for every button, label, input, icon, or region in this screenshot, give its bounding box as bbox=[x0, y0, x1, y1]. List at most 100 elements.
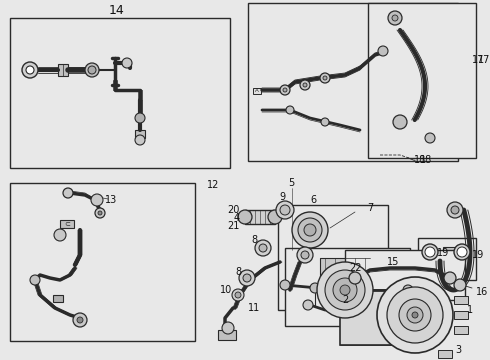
Circle shape bbox=[300, 80, 310, 90]
Bar bbox=[10, 183, 195, 341]
Circle shape bbox=[22, 62, 38, 78]
Circle shape bbox=[317, 262, 373, 318]
Text: 10: 10 bbox=[220, 285, 232, 295]
Circle shape bbox=[310, 283, 320, 293]
Circle shape bbox=[454, 279, 466, 291]
Bar bbox=[418, 238, 476, 280]
Circle shape bbox=[280, 280, 290, 290]
Circle shape bbox=[292, 212, 328, 248]
Bar bbox=[245, 210, 275, 224]
Circle shape bbox=[340, 285, 350, 295]
Circle shape bbox=[30, 275, 40, 285]
Circle shape bbox=[407, 307, 423, 323]
Bar bbox=[454, 326, 468, 334]
Bar bbox=[443, 247, 455, 257]
Circle shape bbox=[135, 113, 145, 123]
Circle shape bbox=[377, 277, 453, 353]
Circle shape bbox=[325, 270, 365, 310]
Circle shape bbox=[457, 247, 467, 257]
Circle shape bbox=[255, 240, 271, 256]
Circle shape bbox=[73, 313, 87, 327]
Circle shape bbox=[54, 229, 66, 241]
Text: 21: 21 bbox=[228, 221, 240, 231]
Circle shape bbox=[447, 202, 463, 218]
Circle shape bbox=[393, 115, 407, 129]
Text: 7: 7 bbox=[367, 203, 373, 213]
Circle shape bbox=[85, 63, 99, 77]
Bar bbox=[340, 290, 420, 345]
Circle shape bbox=[238, 210, 252, 224]
Text: 8: 8 bbox=[251, 235, 257, 245]
Circle shape bbox=[412, 312, 418, 318]
Bar bbox=[248, 3, 458, 161]
Circle shape bbox=[425, 133, 435, 143]
Text: 20: 20 bbox=[228, 205, 240, 215]
Bar bbox=[454, 296, 468, 304]
Text: 1: 1 bbox=[467, 305, 473, 315]
Bar bbox=[10, 18, 230, 168]
Text: 19: 19 bbox=[437, 248, 449, 258]
Text: 9: 9 bbox=[279, 192, 285, 202]
Text: 18: 18 bbox=[420, 155, 432, 165]
Circle shape bbox=[333, 278, 357, 302]
Circle shape bbox=[323, 76, 327, 80]
Text: ⊂: ⊂ bbox=[64, 221, 70, 227]
Circle shape bbox=[422, 244, 438, 260]
Bar bbox=[135, 130, 145, 138]
Circle shape bbox=[95, 208, 105, 218]
Circle shape bbox=[320, 73, 330, 83]
Text: 6: 6 bbox=[310, 195, 316, 205]
Bar bbox=[58, 64, 68, 76]
Circle shape bbox=[444, 272, 456, 284]
Circle shape bbox=[63, 188, 73, 198]
Circle shape bbox=[349, 272, 361, 284]
Text: 19: 19 bbox=[472, 250, 484, 260]
Circle shape bbox=[283, 88, 287, 92]
Circle shape bbox=[403, 285, 413, 295]
Text: 2: 2 bbox=[342, 295, 348, 305]
Text: 11: 11 bbox=[248, 303, 260, 313]
Text: 12: 12 bbox=[207, 180, 220, 190]
Text: 15: 15 bbox=[387, 257, 399, 267]
Text: A: A bbox=[255, 89, 259, 94]
Circle shape bbox=[280, 205, 290, 215]
Circle shape bbox=[392, 15, 398, 21]
Circle shape bbox=[301, 251, 309, 259]
Circle shape bbox=[378, 46, 388, 56]
Circle shape bbox=[259, 244, 267, 252]
Circle shape bbox=[298, 218, 322, 242]
Circle shape bbox=[98, 211, 102, 215]
Text: 16: 16 bbox=[476, 287, 488, 297]
Circle shape bbox=[425, 247, 435, 257]
Bar bbox=[345, 250, 465, 300]
Circle shape bbox=[235, 292, 241, 298]
Text: 18: 18 bbox=[414, 155, 426, 165]
Text: 4: 4 bbox=[234, 213, 240, 223]
Circle shape bbox=[222, 322, 234, 334]
Circle shape bbox=[280, 85, 290, 95]
Text: 17: 17 bbox=[478, 55, 490, 65]
Bar bbox=[320, 258, 370, 276]
Circle shape bbox=[88, 66, 96, 74]
Circle shape bbox=[276, 201, 294, 219]
Bar bbox=[368, 3, 476, 158]
Text: 5: 5 bbox=[288, 178, 294, 188]
Circle shape bbox=[297, 247, 313, 263]
Circle shape bbox=[388, 11, 402, 25]
Text: 13: 13 bbox=[105, 195, 117, 205]
Circle shape bbox=[399, 299, 431, 331]
Text: 8: 8 bbox=[235, 267, 241, 277]
Circle shape bbox=[77, 317, 83, 323]
Bar bbox=[454, 311, 468, 319]
Bar bbox=[438, 350, 452, 358]
Circle shape bbox=[454, 244, 470, 260]
Circle shape bbox=[387, 287, 443, 343]
Circle shape bbox=[303, 83, 307, 87]
Circle shape bbox=[239, 270, 255, 286]
Circle shape bbox=[268, 210, 282, 224]
Text: 17: 17 bbox=[472, 55, 485, 65]
Text: 14: 14 bbox=[109, 4, 125, 18]
Circle shape bbox=[91, 194, 103, 206]
Circle shape bbox=[122, 58, 132, 68]
Bar bbox=[218, 330, 236, 340]
